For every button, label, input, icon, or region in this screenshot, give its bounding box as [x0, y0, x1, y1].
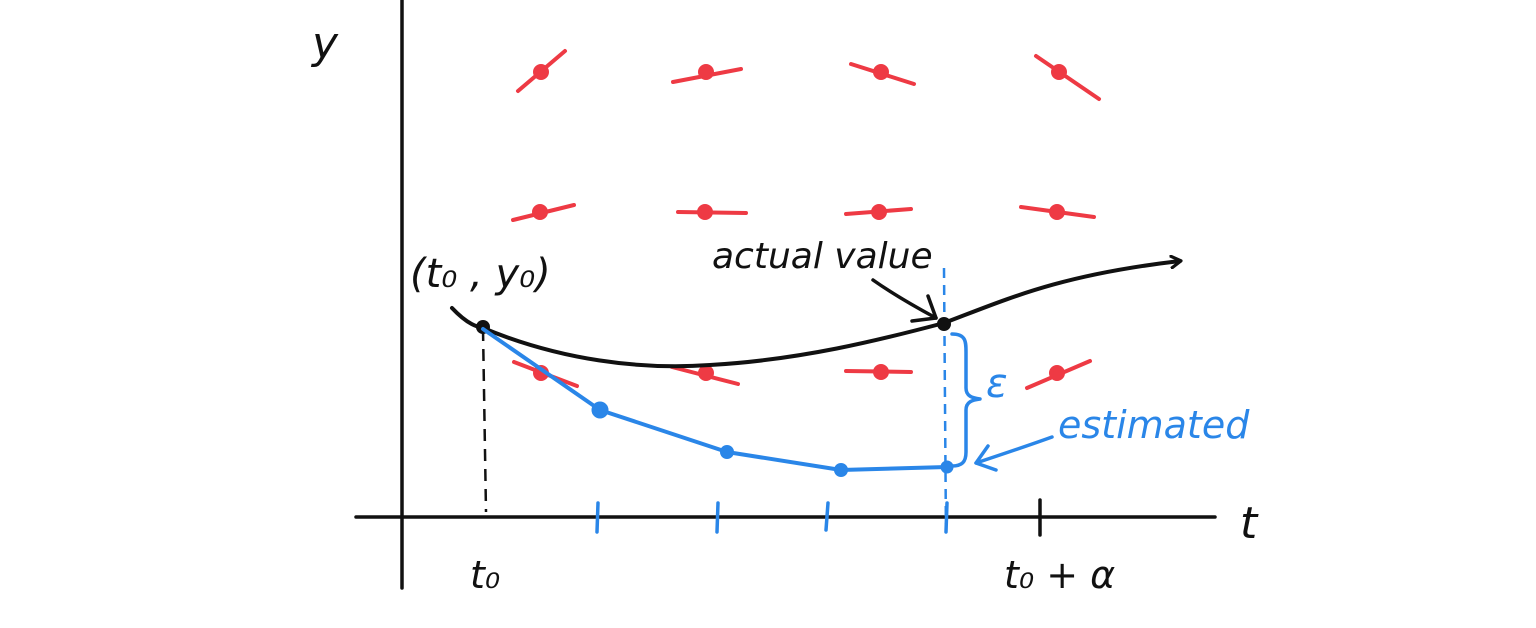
step-tick [944, 501, 949, 534]
y-axis-label: y [310, 18, 339, 69]
slope-segment [1019, 204, 1096, 220]
slope-segment [670, 365, 740, 386]
axes [354, 0, 1217, 590]
slope-segment [671, 64, 743, 84]
slope-field [511, 49, 1101, 390]
step-ticks [595, 501, 949, 534]
slope-segment [1034, 54, 1101, 101]
slope-segment [516, 49, 567, 93]
estimated-label: estimated [1058, 403, 1250, 447]
slope-segment [849, 62, 916, 86]
t0-plus-alpha-tick-label: t₀ + α [1004, 553, 1115, 597]
slope-segment [844, 364, 913, 380]
error-brace [950, 332, 982, 468]
estimate-point [591, 401, 609, 419]
t0-dashed-guide [481, 328, 488, 513]
t0-tick-label: t₀ [470, 553, 500, 597]
step-tick [715, 501, 720, 534]
epsilon-label: ε [986, 361, 1008, 407]
euler-estimate [481, 327, 954, 477]
t-axis-label: t [1240, 498, 1259, 549]
slope-segment [511, 203, 576, 222]
actual-value-arrow [871, 278, 938, 323]
step-tick [824, 501, 830, 532]
actual-value-dot [937, 317, 951, 331]
initial-point-label: (t₀ , y₀) [410, 251, 551, 297]
guides [481, 267, 948, 539]
slope-segment [844, 204, 913, 220]
slope-segment [676, 204, 748, 220]
estimate-point [834, 463, 848, 477]
estimated-arrow [974, 435, 1054, 472]
estimate-point [720, 445, 734, 459]
actual-value-label: actual value [712, 236, 933, 277]
step-dashed-guide [942, 267, 948, 539]
step-tick [595, 501, 600, 534]
slope-segment [1025, 359, 1092, 390]
